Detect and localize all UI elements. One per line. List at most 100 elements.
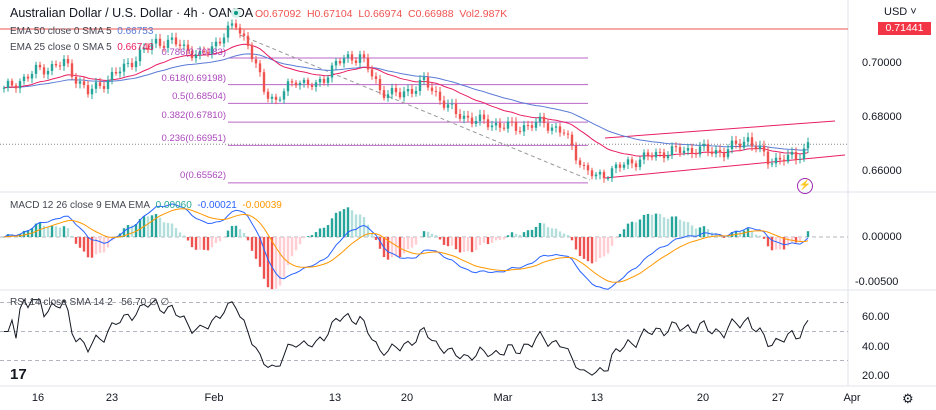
fib-label-0: 0(0.65562) [180, 170, 226, 181]
macd-histogram-bar [198, 237, 202, 250]
candle-body [658, 151, 662, 153]
macd-histogram-bar [614, 237, 618, 239]
market-status-dot [231, 8, 241, 18]
candle-body [414, 90, 418, 94]
macd-histogram-bar [602, 237, 606, 257]
candle-body [278, 99, 282, 101]
candle-body [546, 123, 550, 131]
candle-body [646, 152, 650, 156]
macd-histogram-bar [346, 207, 350, 237]
macd-histogram-bar [174, 228, 178, 237]
macd-histogram-bar [322, 227, 326, 237]
candle-body [346, 54, 350, 59]
candle-body [154, 38, 158, 44]
candle-body [622, 164, 626, 168]
macd-histogram-bar [246, 237, 250, 241]
price-tick: 0.68000 [862, 111, 902, 123]
candle-body [246, 35, 250, 46]
candle-body [774, 157, 778, 164]
macd-histogram-bar [626, 223, 630, 237]
symbol-title: Australian Dollar / U.S. Dollar · 4h · O… [10, 6, 254, 20]
currency-label: USD [884, 6, 908, 18]
candle-body [654, 151, 658, 158]
candle-body [602, 171, 606, 179]
macd-histogram-bar [410, 237, 414, 248]
macd-histogram-bar [46, 227, 50, 237]
candle-body [426, 77, 430, 88]
macd-histogram-bar [314, 232, 318, 237]
macd-histogram-bar [754, 234, 758, 237]
candle-body [10, 80, 14, 86]
macd-histogram-bar [254, 237, 258, 259]
currency-selector[interactable]: USD ˅ [884, 6, 917, 18]
candle-body [354, 60, 358, 63]
candle-body [58, 65, 62, 67]
candle-body [38, 64, 42, 68]
candle-body [374, 76, 378, 79]
tradingview-logo[interactable]: 17 [10, 366, 27, 383]
macd-histogram-bar [338, 211, 342, 237]
candle-body [262, 72, 266, 92]
macd-histogram-bar [458, 237, 462, 253]
macd-histogram-bar [378, 237, 382, 249]
macd-histogram-bar [82, 237, 86, 252]
macd-histogram-bar [78, 237, 82, 248]
macd-histogram-bar [482, 237, 486, 243]
macd-histogram-bar [794, 237, 798, 243]
macd-histogram-bar [230, 225, 234, 237]
macd-histogram-bar [414, 237, 418, 245]
candle-body [126, 62, 130, 64]
macd-histogram-bar [102, 237, 106, 253]
macd-histogram-bar [486, 237, 490, 245]
macd-histogram-bar [526, 230, 530, 237]
ema50-label: EMA 50 close 0 SMA 5 [10, 26, 112, 37]
macd-histogram-bar [630, 221, 634, 237]
macd-histogram-bar [134, 224, 138, 237]
macd-histogram-bar [150, 215, 154, 237]
macd-histogram-bar [366, 224, 370, 237]
macd-histogram-bar [694, 228, 698, 237]
alert-lightning-icon[interactable]: ⚡ [797, 178, 813, 194]
candle-body [718, 149, 722, 153]
macd-histogram-bar [714, 232, 718, 237]
fib-label-0236: 0.236(0.66951) [161, 133, 226, 144]
macd-histogram-bar [770, 237, 774, 251]
macd-histogram-bar [746, 228, 750, 237]
macd-histogram-bar [698, 227, 702, 237]
candle-body [482, 114, 486, 120]
candle-body [362, 54, 366, 58]
candle-body [434, 91, 438, 93]
macd-histogram-bar [186, 237, 190, 241]
macd-label: MACD 12 26 close 9 EMA EMA [10, 200, 151, 211]
macd-signal-value: -0.00039 [242, 200, 282, 211]
macd-line-value: -0.00021 [197, 200, 237, 211]
macd-histogram-bar [282, 237, 286, 278]
candle-body [674, 146, 678, 148]
macd-histogram-bar [426, 231, 430, 237]
candle-body [490, 125, 494, 128]
settings-gear-icon[interactable]: ⚙ [902, 391, 914, 406]
macd-histogram-bar [126, 225, 130, 237]
macd-histogram-bar [178, 232, 182, 237]
candle-body [14, 85, 18, 89]
candle-body [598, 171, 602, 175]
rsi-legend[interactable]: RSI 14 close SMA 14 2 56.70 ∅ ∅ [10, 297, 169, 308]
candle-body [438, 91, 442, 101]
macd-legend[interactable]: MACD 12 26 close 9 EMA EMA 0.00060 -0.00… [10, 200, 282, 211]
candle-body [738, 143, 742, 148]
macd-histogram-bar [786, 237, 790, 246]
macd-histogram-bar [66, 228, 70, 237]
macd-histogram-bar [554, 228, 558, 237]
candle-body [218, 41, 222, 44]
candle-body [590, 170, 594, 177]
candle-body [222, 37, 226, 44]
candle-body [770, 163, 774, 165]
candle-body [34, 64, 38, 74]
ema25-legend[interactable]: EMA 25 close 0 SMA 5 0.66746 [10, 42, 153, 53]
macd-histogram-bar [518, 234, 522, 237]
candle-body [394, 88, 398, 93]
macd-histogram-bar [162, 222, 166, 237]
ema50-legend[interactable]: EMA 50 close 0 SMA 5 0.66753 [10, 26, 153, 37]
candle-body [102, 85, 106, 89]
